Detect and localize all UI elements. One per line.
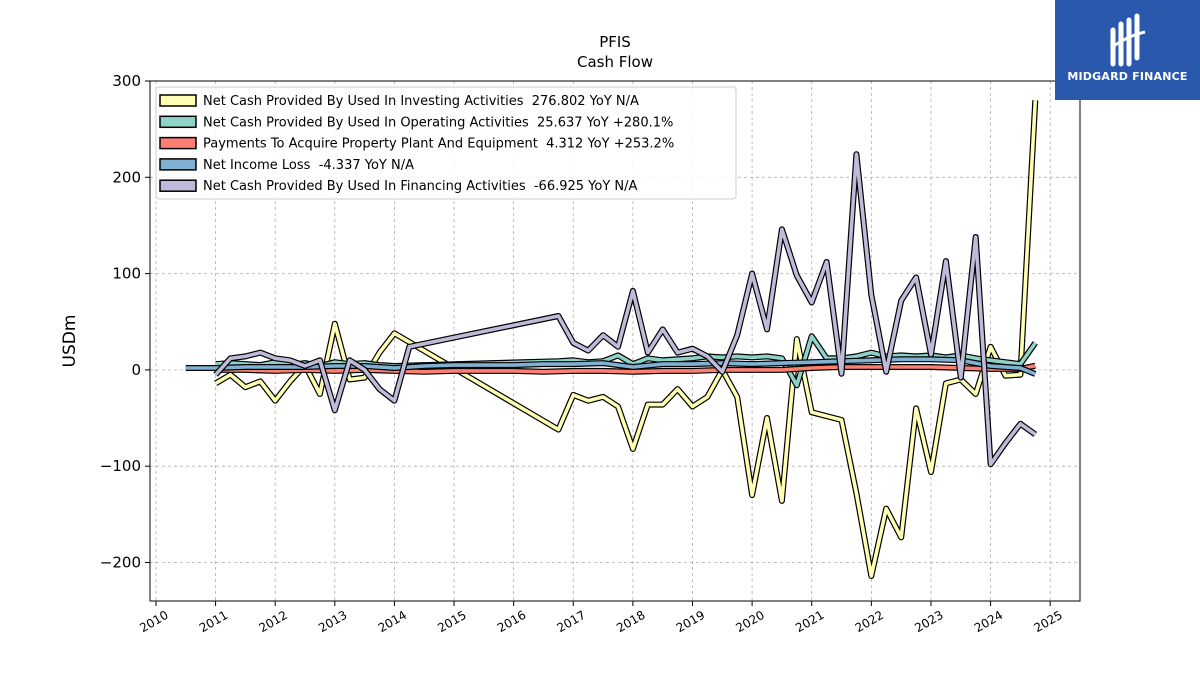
x-tick-label: 2020: [733, 608, 766, 635]
y-tick-label: 100: [112, 265, 141, 283]
x-tick-label: 2018: [614, 608, 647, 635]
x-tick-label: 2014: [376, 608, 409, 635]
legend-entry: Net Cash Provided By Used In Operating A…: [203, 115, 673, 130]
legend-swatch: [159, 179, 197, 192]
legend-entry: Payments To Acquire Property Plant And E…: [203, 137, 674, 152]
y-axis: −200 −100 0 100 200 300: [100, 72, 150, 571]
x-tick-label: 2015: [435, 608, 468, 635]
x-tick-label: 2024: [972, 608, 1005, 635]
x-tick-label: 2017: [555, 608, 588, 635]
x-tick-label: 2012: [256, 608, 289, 635]
series-layer: [185, 100, 1039, 579]
legend-entry: Net Cash Provided By Used In Investing A…: [203, 94, 639, 109]
legend-swatch: [159, 115, 197, 129]
series-line: [215, 363, 1036, 374]
x-tick-label: 2023: [912, 608, 945, 635]
x-tick-label: 2013: [316, 608, 349, 635]
chart-title: PFIS: [599, 33, 631, 51]
x-tick-label: 2011: [197, 608, 230, 635]
plot-frame: [149, 80, 1081, 602]
y-tick-label: 0: [131, 361, 141, 379]
y-tick-label: −100: [100, 457, 141, 475]
legend-entry: Net Income Loss -4.337 YoY N/A: [203, 158, 414, 173]
y-tick-label: 200: [112, 168, 141, 186]
series-line: [185, 357, 1036, 376]
logo-text: MIDGARD FINANCE: [1067, 70, 1188, 83]
x-tick-label: 2019: [674, 608, 707, 635]
x-tick-label: 2021: [793, 608, 826, 635]
series-line: [214, 152, 1037, 467]
legend-swatch: [159, 136, 197, 150]
legend-swatch: [159, 158, 197, 171]
series-line: [214, 100, 1038, 578]
y-tick-label: −200: [100, 553, 141, 571]
x-tick-label: 2022: [853, 608, 886, 635]
x-tick-label: 2016: [495, 608, 528, 635]
x-tick-label: 2010: [137, 608, 170, 635]
y-axis-label: USDm: [60, 315, 80, 368]
legend-swatch: [159, 94, 197, 107]
x-axis: 2010 2011 2012 2013 2014 2015 2016 2017 2018 2019…: [137, 601, 1065, 635]
legend: Net Cash Provided By Used In Investing A…: [155, 86, 737, 200]
legend-entry: Net Cash Provided By Used In Financing A…: [203, 179, 638, 194]
x-tick-label: 2025: [1031, 608, 1064, 635]
logo-mark-icon: [1110, 13, 1146, 67]
y-tick-label: 300: [112, 72, 141, 90]
chart-subtitle: Cash Flow: [577, 53, 653, 71]
midgard-finance-logo: MIDGARD FINANCE: [1055, 0, 1200, 100]
legend-box: [155, 86, 737, 200]
